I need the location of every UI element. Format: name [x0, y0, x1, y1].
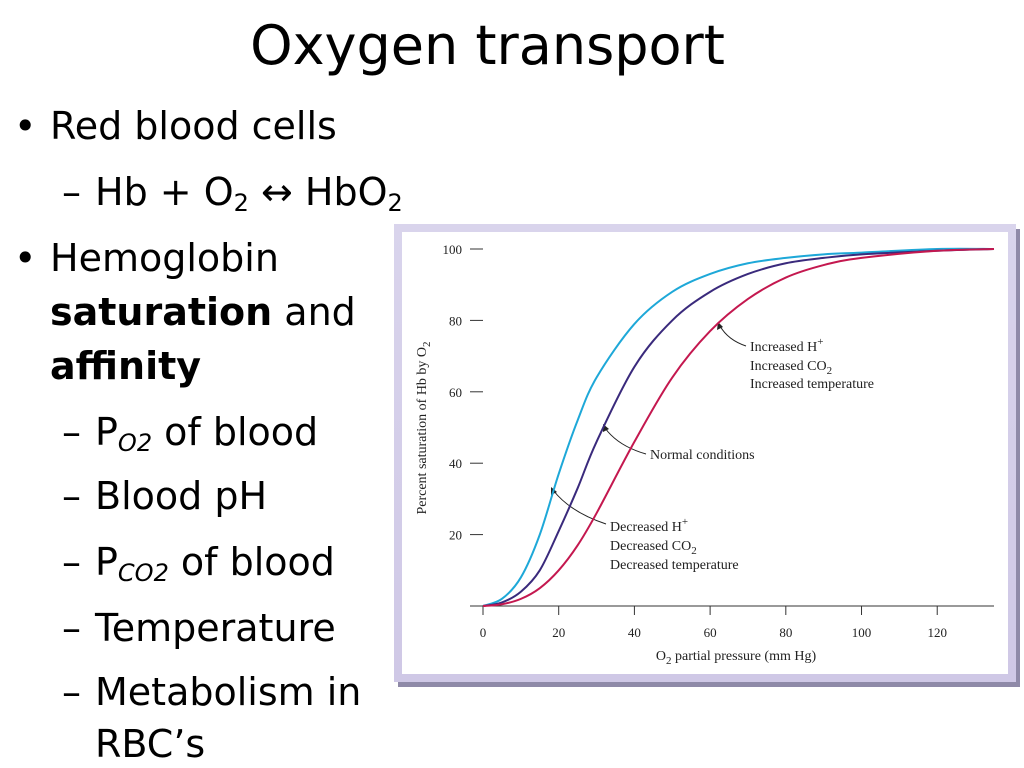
y-tick-label: 100: [443, 242, 463, 257]
annotation: Decreased H+: [610, 516, 688, 535]
y-tick-label: 80: [449, 313, 462, 328]
subscript: 2: [827, 365, 833, 377]
subscript: 2: [666, 655, 672, 667]
subscript: 2: [421, 341, 433, 347]
dash: –: [62, 670, 81, 714]
text: Increased CO: [750, 359, 827, 374]
slide-title: Oxygen transport: [250, 14, 725, 77]
text: of blood: [152, 410, 319, 454]
text: of blood: [168, 540, 335, 584]
text: ↔ HbO: [248, 170, 388, 214]
curve: [482, 247, 995, 607]
sub-bullet-text: Hb + O2 ↔ HbO2: [95, 170, 403, 217]
subscript: CO2: [117, 559, 169, 587]
x-tick-label: 120: [927, 625, 947, 640]
bold-text: saturation: [50, 290, 273, 334]
dash: –: [62, 540, 81, 584]
text: Decreased H: [610, 520, 682, 535]
sub-bullet-text: Blood pH: [95, 474, 268, 518]
dash: –: [62, 410, 81, 454]
y-tick-label: 60: [449, 385, 462, 400]
x-tick-label: 0: [480, 625, 487, 640]
annotation: Increased temperature: [750, 377, 874, 392]
x-tick-label: 40: [628, 625, 641, 640]
bullet-text: saturation and: [50, 290, 356, 334]
curve: [482, 248, 995, 607]
text: Percent saturation of Hb by O: [415, 347, 430, 515]
y-axis-label: Percent saturation of Hb by O2: [415, 341, 433, 514]
text: Increased H: [750, 340, 817, 355]
text: P: [95, 410, 118, 454]
text: P: [95, 540, 118, 584]
superscript: +: [682, 516, 688, 528]
plot-background: [402, 232, 1008, 674]
superscript: +: [817, 336, 823, 348]
annotation: Increased H+: [750, 336, 823, 355]
bullet: •: [14, 104, 37, 148]
annotation: Decreased CO2: [610, 539, 697, 557]
sub-bullet-text: Temperature: [95, 606, 336, 650]
bullet: •: [14, 236, 37, 280]
annotation: Decreased temperature: [610, 558, 739, 573]
dash: –: [62, 606, 81, 650]
text: partial pressure (mm Hg): [672, 649, 817, 664]
y-tick-label: 20: [449, 528, 462, 543]
dash: –: [62, 474, 81, 518]
y-tick-label: 40: [449, 456, 462, 471]
subscript: 2: [691, 545, 697, 557]
x-tick-label: 100: [852, 625, 872, 640]
arrow: [719, 325, 747, 347]
x-tick-label: 60: [704, 625, 717, 640]
arrow: [552, 489, 607, 525]
text: Hb + O: [95, 170, 234, 214]
curve: [482, 248, 995, 607]
text: and: [272, 290, 356, 334]
subscript: 2: [387, 189, 403, 217]
dash: –: [62, 170, 81, 214]
x-axis-label: O2 partial pressure (mm Hg): [656, 649, 817, 667]
sub-bullet-text: PCO2 of blood: [95, 540, 335, 587]
text: Decreased CO: [610, 539, 691, 554]
x-tick-label: 20: [552, 625, 565, 640]
sub-bullet-text: PO2 of blood: [95, 410, 318, 457]
bold-text: affinity: [50, 344, 202, 388]
x-tick-label: 80: [779, 625, 792, 640]
subscript: 2: [233, 189, 249, 217]
sub-bullet-text: Metabolism in: [95, 670, 362, 714]
sub-bullet-text: RBC’s: [95, 722, 206, 766]
bullet-text: Hemoglobin: [50, 236, 279, 280]
text: O: [656, 649, 666, 664]
annotation: Normal conditions: [650, 448, 755, 463]
arrow: [604, 427, 647, 455]
annotation: Increased CO2: [750, 359, 832, 377]
subscript: O2: [117, 429, 153, 457]
bullet-text: Red blood cells: [50, 104, 337, 148]
